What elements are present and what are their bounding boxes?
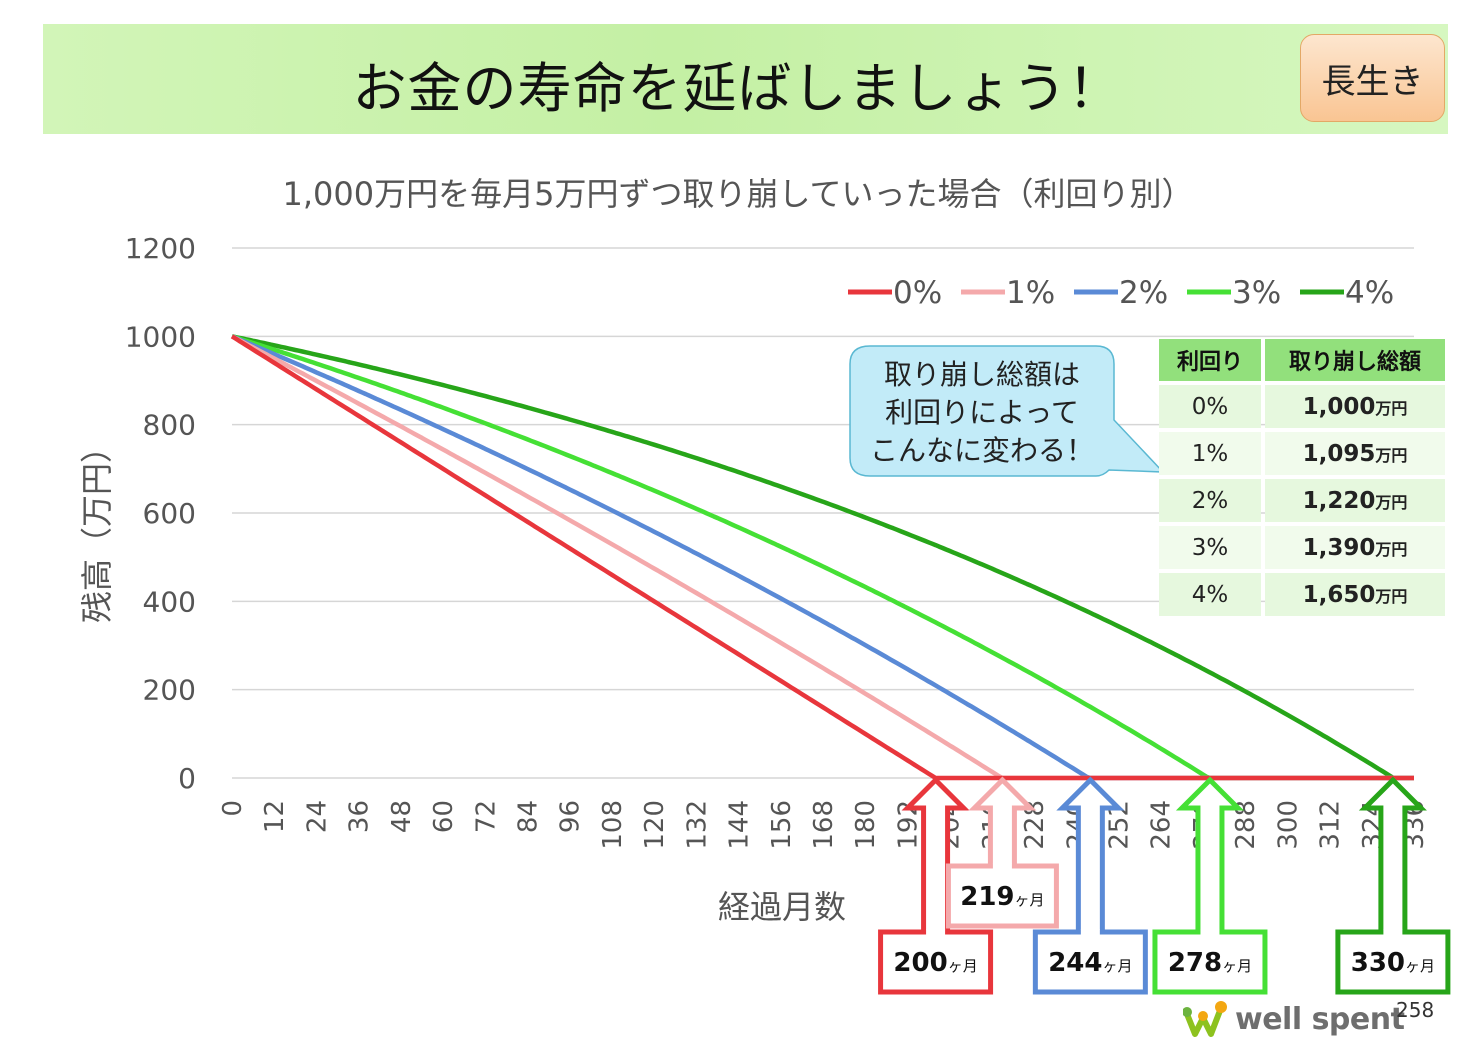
logo-mark-icon — [1182, 1001, 1227, 1037]
x-tick-label: 132 — [682, 800, 712, 850]
arrow-join — [1383, 929, 1403, 935]
x-tick-label: 72 — [471, 800, 501, 833]
x-axis-label: 経過月数 — [718, 888, 846, 926]
series-line-4% — [231, 334, 1414, 781]
brand-name: well spent — [1235, 1002, 1405, 1037]
header-rate: 利回り — [1159, 339, 1261, 381]
x-tick-label: 168 — [809, 800, 839, 850]
table-row: 2% 1,220万円 — [1159, 479, 1445, 522]
depletion-label-4%: 330ヶ月 — [1351, 948, 1435, 978]
x-tick-label: 84 — [514, 800, 544, 833]
x-tick-label: 264 — [1147, 800, 1177, 850]
x-axis-ticks: 0 12 24 36 48 60 72 84 96 108 120 132 144 156 168 180 19… — [218, 800, 1430, 850]
total-cell: 1,650万円 — [1265, 573, 1445, 616]
depletion-box-4% — [1335, 929, 1451, 995]
callout-line-2: 利回りによって — [885, 396, 1079, 429]
series-line-0% — [230, 334, 1414, 781]
x-tick-label: 96 — [556, 800, 586, 833]
y-tick-label: 400 — [143, 585, 196, 618]
longevity-badge: 長生き — [1300, 34, 1445, 122]
table-row: 3% 1,390万円 — [1159, 526, 1445, 569]
legend: 0% 1% 2% 3% 4% — [848, 275, 1394, 311]
table-row: 0% 1,000万円 — [1159, 385, 1445, 428]
y-tick-label: 0 — [178, 762, 196, 795]
depletion-arrow-2% — [1056, 776, 1125, 932]
y-tick-label: 600 — [143, 497, 196, 530]
depletion-arrow-3% — [1175, 776, 1244, 932]
total-cell: 1,390万円 — [1265, 526, 1445, 569]
depletion-arrows: 200ヶ月 219ヶ月 244ヶ月 278ヶ月 330ヶ月 — [878, 776, 1451, 995]
total-cell: 1,000万円 — [1265, 385, 1445, 428]
rate-cell: 3% — [1159, 526, 1261, 569]
depletion-arrow-0% — [901, 776, 970, 932]
arrow-join — [926, 929, 946, 935]
callout-line-1: 取り崩し総額は — [884, 358, 1080, 391]
y-tick-label: 1000 — [125, 320, 196, 353]
callout-bubble: 取り崩し総額は 利回りによって こんなに変わる！ — [849, 345, 1165, 477]
legend-label: 3% — [1232, 275, 1281, 311]
page-number: 258 — [1396, 998, 1435, 1022]
total-cell: 1,220万円 — [1265, 479, 1445, 522]
legend-label: 1% — [1006, 275, 1055, 311]
x-tick-label: 108 — [598, 800, 628, 850]
header-total: 取り崩し総額 — [1265, 339, 1445, 381]
page-title: お金の寿命を延ばしましょう！ — [352, 57, 1123, 120]
y-axis-ticks: 0 200 400 600 800 1000 1200 — [125, 232, 196, 795]
depletion-box-1% — [945, 863, 1059, 929]
table-header-row: 利回り 取り崩し総額 — [1159, 339, 1445, 381]
chart-title: 1,000万円を毎月5万円ずつ取り崩していった場合（利回り別） — [282, 175, 1193, 213]
x-tick-label: 312 — [1316, 800, 1346, 850]
series-lines — [230, 334, 1414, 781]
x-tick-label: 144 — [725, 800, 755, 850]
depletion-label-3%: 278ヶ月 — [1168, 948, 1252, 978]
y-tick-label: 800 — [143, 409, 196, 442]
x-tick-label: 300 — [1273, 800, 1303, 850]
arrow-join — [1200, 929, 1220, 935]
table-row: 4% 1,650万円 — [1159, 573, 1445, 616]
depletion-arrow-1% — [968, 776, 1037, 866]
depletion-box-2% — [1032, 929, 1148, 995]
callout-line-3: こんなに変わる！ — [870, 434, 1094, 467]
x-tick-label: 156 — [767, 800, 797, 850]
depletion-label-1%: 219ヶ月 — [960, 882, 1044, 912]
rate-cell: 1% — [1159, 432, 1261, 475]
y-axis-label: 残高（万円） — [78, 431, 116, 623]
depletion-label-2%: 244ヶ月 — [1048, 948, 1132, 978]
x-tick-label: 120 — [640, 800, 670, 850]
x-tick-label: 48 — [387, 800, 417, 833]
depletion-arrow-4% — [1358, 776, 1427, 932]
title-banner — [43, 24, 1448, 134]
withdrawal-total-table: 利回り 取り崩し総額 0% 1,000万円 1% 1,095万円 2% 1,22… — [1155, 335, 1449, 620]
arrow-join — [1080, 929, 1100, 935]
callout-shape — [849, 345, 1165, 477]
x-tick-label: 12 — [260, 800, 290, 833]
depletion-label-0%: 200ヶ月 — [893, 948, 977, 978]
arrow-join — [992, 863, 1012, 869]
x-tick-label: 60 — [429, 800, 459, 833]
x-tick-label: 0 — [218, 800, 248, 817]
rate-cell: 4% — [1159, 573, 1261, 616]
total-cell: 1,095万円 — [1265, 432, 1445, 475]
legend-label: 0% — [893, 275, 942, 311]
table-row: 1% 1,095万円 — [1159, 432, 1445, 475]
brand-logo: well spent — [1182, 1000, 1405, 1044]
depletion-box-0% — [878, 929, 994, 995]
legend-label: 2% — [1119, 275, 1168, 311]
rate-cell: 2% — [1159, 479, 1261, 522]
x-tick-label: 180 — [851, 800, 881, 850]
y-tick-label: 1200 — [125, 232, 196, 265]
rate-cell: 0% — [1159, 385, 1261, 428]
legend-label: 4% — [1345, 275, 1394, 311]
x-tick-label: 24 — [302, 800, 332, 833]
y-tick-label: 200 — [143, 674, 196, 707]
x-tick-label: 36 — [345, 800, 375, 833]
